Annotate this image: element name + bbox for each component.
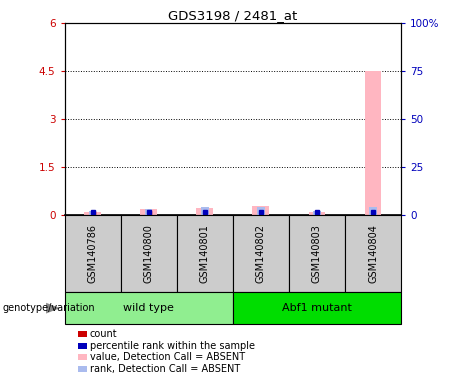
Polygon shape <box>46 303 60 313</box>
Text: GSM140800: GSM140800 <box>144 224 154 283</box>
Bar <box>233 215 289 292</box>
Bar <box>365 71 381 215</box>
Text: percentile rank within the sample: percentile rank within the sample <box>90 341 255 351</box>
Text: Abf1 mutant: Abf1 mutant <box>282 303 352 313</box>
Text: GSM140802: GSM140802 <box>256 224 266 283</box>
Bar <box>369 207 377 215</box>
Title: GDS3198 / 2481_at: GDS3198 / 2481_at <box>168 9 297 22</box>
Text: count: count <box>90 329 118 339</box>
Bar <box>65 292 233 324</box>
Bar <box>253 206 269 215</box>
Bar <box>345 215 401 292</box>
Bar <box>201 207 208 215</box>
Bar <box>257 207 265 215</box>
Bar <box>65 215 121 292</box>
Bar <box>140 209 157 215</box>
Bar <box>196 208 213 215</box>
Bar <box>145 209 153 215</box>
Text: GSM140801: GSM140801 <box>200 224 210 283</box>
Bar <box>313 211 321 215</box>
Text: GSM140804: GSM140804 <box>368 224 378 283</box>
Bar <box>233 292 401 324</box>
Text: GSM140803: GSM140803 <box>312 224 322 283</box>
Text: rank, Detection Call = ABSENT: rank, Detection Call = ABSENT <box>90 364 240 374</box>
Bar <box>121 215 177 292</box>
Text: genotype/variation: genotype/variation <box>2 303 95 313</box>
Bar <box>308 212 325 215</box>
Bar <box>84 212 101 215</box>
Bar <box>177 215 233 292</box>
Bar <box>89 211 96 215</box>
Text: value, Detection Call = ABSENT: value, Detection Call = ABSENT <box>90 352 245 362</box>
Text: GSM140786: GSM140786 <box>88 224 98 283</box>
Text: wild type: wild type <box>123 303 174 313</box>
Bar <box>289 215 345 292</box>
